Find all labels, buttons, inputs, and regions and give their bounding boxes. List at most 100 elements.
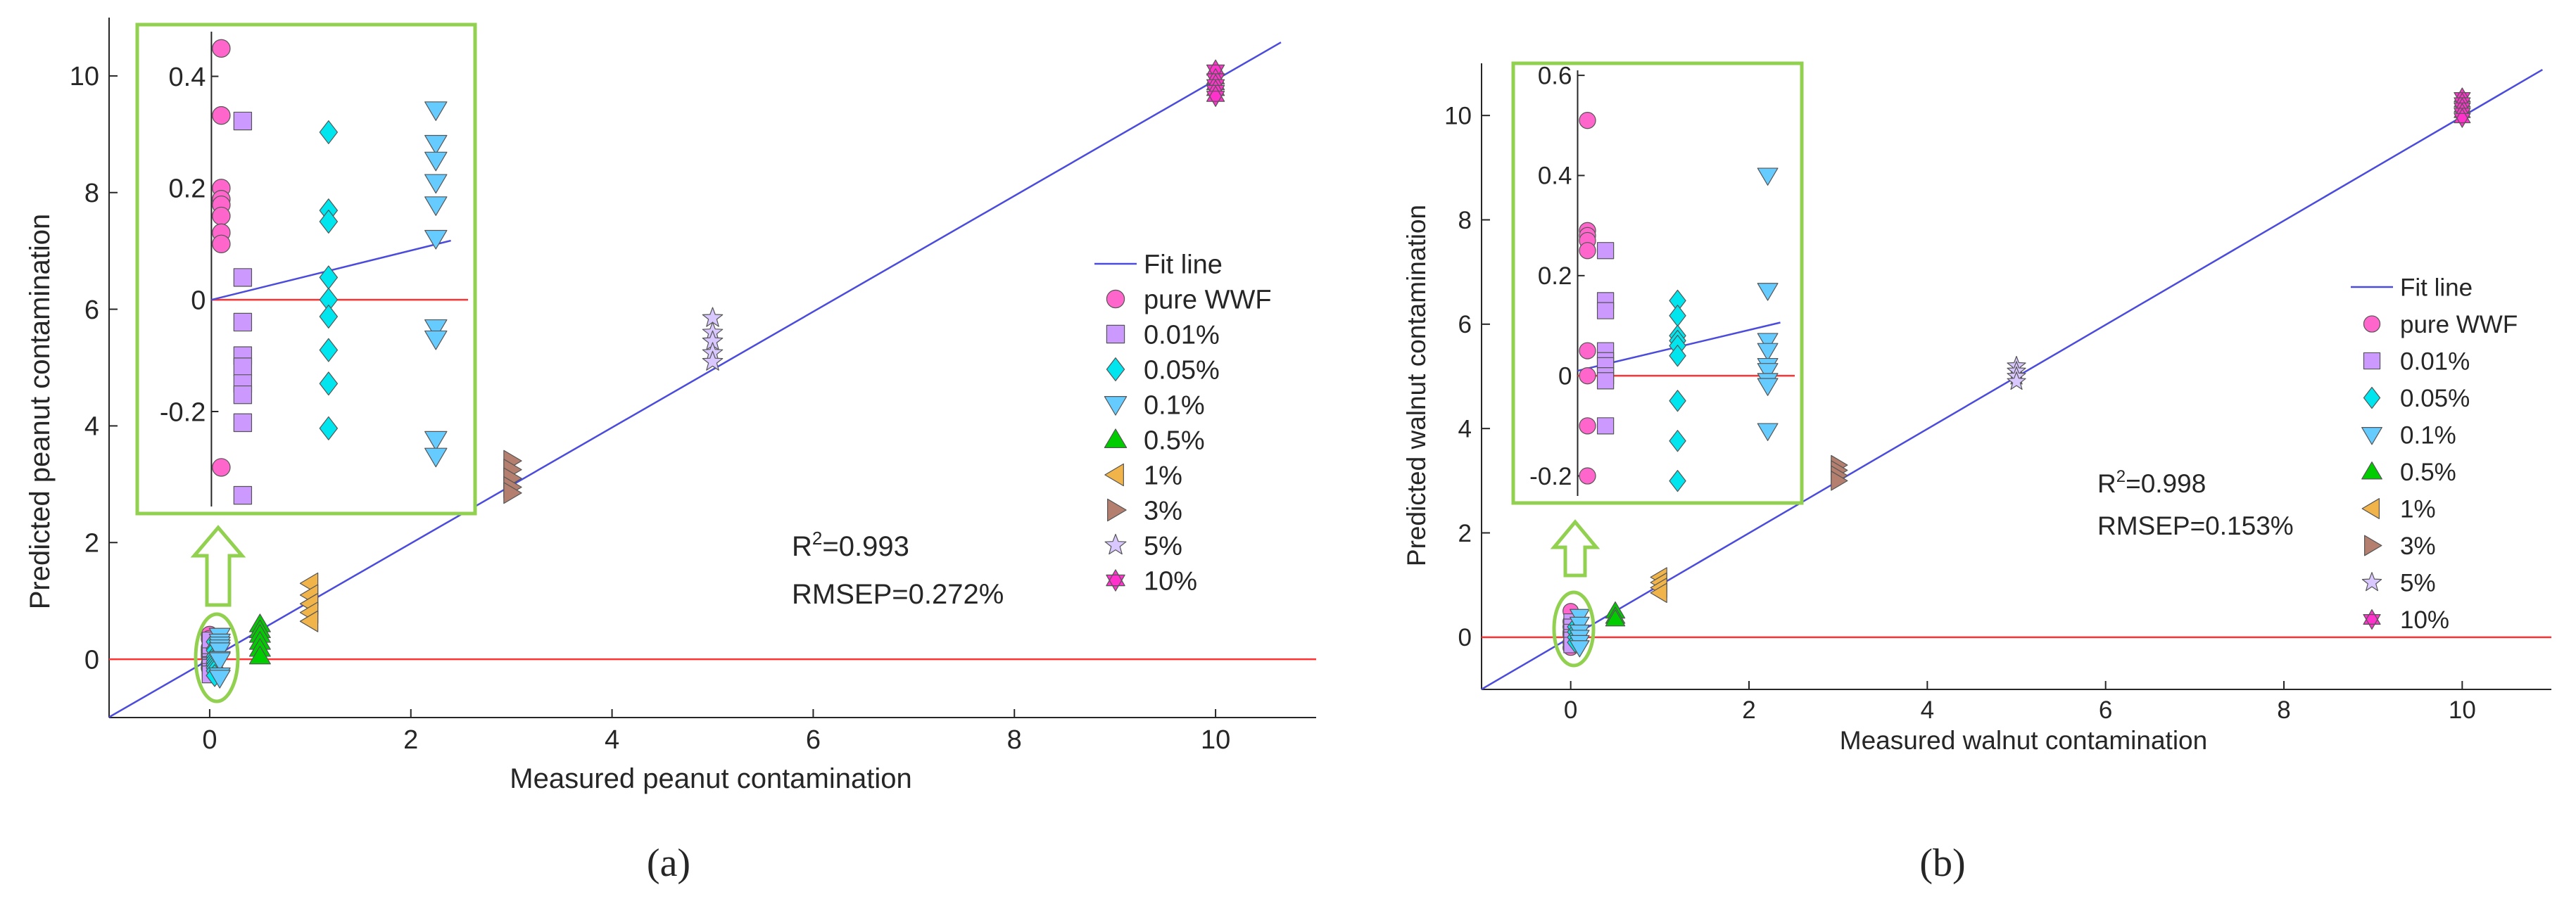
data-point	[1579, 367, 1596, 385]
data-point	[424, 196, 448, 216]
series-5pct	[2007, 355, 2026, 390]
inset-frame	[135, 23, 477, 516]
data-point	[319, 120, 339, 144]
legend-item-0-01pct: 0.01%	[2363, 348, 2470, 375]
legend-item-10pct: 10%	[1106, 566, 1197, 596]
data-point	[1757, 378, 1779, 396]
inset-series-0-05pct	[319, 120, 339, 440]
series-10pct	[1206, 59, 1225, 107]
data-point	[1596, 372, 1615, 390]
legend-label: 0.01%	[2400, 348, 2470, 375]
data-point	[424, 447, 448, 468]
legend-label: 0.05%	[1144, 355, 1220, 385]
x-tick-label: 10	[1201, 725, 1230, 755]
inset-plot-b: 0.6 0.4 0.2 0 -0.2	[1511, 61, 1804, 505]
x-tick-label: 6	[806, 725, 821, 755]
inset-y-tick-label: -0.2	[1529, 463, 1572, 490]
data-point	[1669, 470, 1686, 492]
data-point	[208, 670, 231, 689]
rmsep-label: RMSEP=0.272%	[792, 579, 1004, 610]
legend-label: Fit line	[1144, 250, 1223, 279]
inset-data-series	[212, 39, 448, 505]
data-point	[212, 458, 231, 477]
legend-label: 5%	[1144, 531, 1182, 561]
legend-swatch	[1106, 289, 1125, 309]
legend-swatch	[2364, 535, 2382, 556]
data-point	[1650, 582, 1667, 604]
inset-data-series	[1579, 112, 1779, 492]
data-point	[1757, 283, 1779, 301]
legend-item-0-1pct: 0.1%	[1104, 390, 1205, 420]
legend-label: pure WWF	[2400, 311, 2518, 338]
legend-label: 1%	[1144, 461, 1182, 490]
legend-swatch	[1107, 498, 1127, 522]
y-tick-label: 4	[1458, 415, 1472, 442]
data-point	[1669, 390, 1686, 412]
data-point	[1757, 167, 1779, 186]
highlight-ellipse	[1552, 590, 1596, 668]
axis-title-y: Predicted walnut contamination	[1402, 205, 1431, 566]
x-tick-label: 2	[1742, 696, 1755, 724]
zoom-arrow-icon	[1550, 519, 1600, 578]
zoom-arrow-icon	[190, 525, 246, 607]
axis-title-x: Measured peanut contamination	[510, 763, 911, 794]
legend-label: 0.05%	[2400, 385, 2470, 412]
legend-item-5pct: 5%	[1104, 531, 1182, 561]
legend-item-0-01pct: 0.01%	[1106, 320, 1220, 350]
data-point	[503, 482, 522, 504]
series-3pct	[503, 450, 522, 504]
legend-item-fit-line: Fit line	[2351, 274, 2473, 301]
series-3pct	[1831, 454, 1848, 491]
stats-annotation: R2=0.993 RMSEP=0.272%	[792, 528, 1004, 610]
data-series	[201, 59, 1225, 689]
axes: 0 2 4 6 8 10 0 2 4 6 8 10	[1444, 63, 2551, 724]
r-squared-label: R2=0.993	[792, 528, 909, 562]
legend-item-0-05pct: 0.05%	[1106, 355, 1220, 385]
data-point	[212, 39, 231, 58]
legend-item-pure-wwf: pure WWF	[1106, 285, 1272, 314]
main-plot-a: 0 2 4 6 8 10 0 2 4 6 8 10	[70, 18, 1316, 755]
legend-item-5pct: 5%	[2361, 569, 2436, 597]
axis-title-y: Predicted peanut contamination	[25, 214, 56, 610]
y-tick-label: 0	[84, 645, 99, 675]
inset-y-tick-label: 0.2	[1538, 262, 1572, 290]
data-point	[1206, 85, 1225, 107]
data-point	[424, 319, 448, 339]
legend-label: 3%	[2400, 533, 2436, 560]
y-tick-label: 8	[84, 179, 99, 208]
highlight-ellipse	[194, 612, 240, 703]
legend-label: 0.5%	[2400, 459, 2456, 486]
data-point	[319, 210, 339, 234]
data-point	[248, 645, 271, 665]
legend-item-1pct: 1%	[2361, 495, 2436, 523]
legend-swatch	[2361, 498, 2380, 519]
legend-label: 10%	[1144, 566, 1197, 596]
data-point	[1757, 333, 1779, 351]
legend-label: 0.5%	[1144, 426, 1205, 455]
data-point	[233, 111, 253, 131]
data-point	[212, 106, 231, 125]
legend-item-fit-line: Fit line	[1094, 250, 1223, 279]
series-0-5pct	[1605, 601, 1626, 627]
legend-label: 10%	[2400, 606, 2449, 634]
data-point	[319, 338, 339, 362]
inset-series-0-01pct	[1596, 242, 1615, 435]
inset-y-tick-label: 0.4	[169, 63, 206, 92]
data-point	[233, 357, 253, 376]
legend-swatch	[1104, 396, 1128, 416]
data-point	[319, 371, 339, 396]
inset-series-pure-wwf	[1579, 112, 1596, 485]
series-1pct	[299, 572, 319, 632]
panel-a: 0 2 4 6 8 10 0 2 4 6 8 10 Measured peanut contamina…	[25, 18, 1316, 885]
inset-y-tick-label: 0.2	[169, 174, 206, 204]
legend-swatch	[1104, 428, 1128, 448]
x-tick-label: 6	[2099, 696, 2112, 724]
data-point	[1757, 363, 1779, 381]
inset-series-pure-wwf	[212, 39, 231, 477]
axes: 0 2 4 6 8 10 0 2 4 6 8 10	[70, 18, 1316, 755]
legend-item-0-5pct: 0.5%	[2361, 459, 2456, 486]
stats-annotation: R2=0.998 RMSEP=0.153%	[2097, 467, 2294, 540]
y-tick-label: 6	[1458, 311, 1472, 338]
y-tick-label: 0	[1458, 624, 1472, 651]
y-tick-label: 4	[84, 412, 99, 442]
